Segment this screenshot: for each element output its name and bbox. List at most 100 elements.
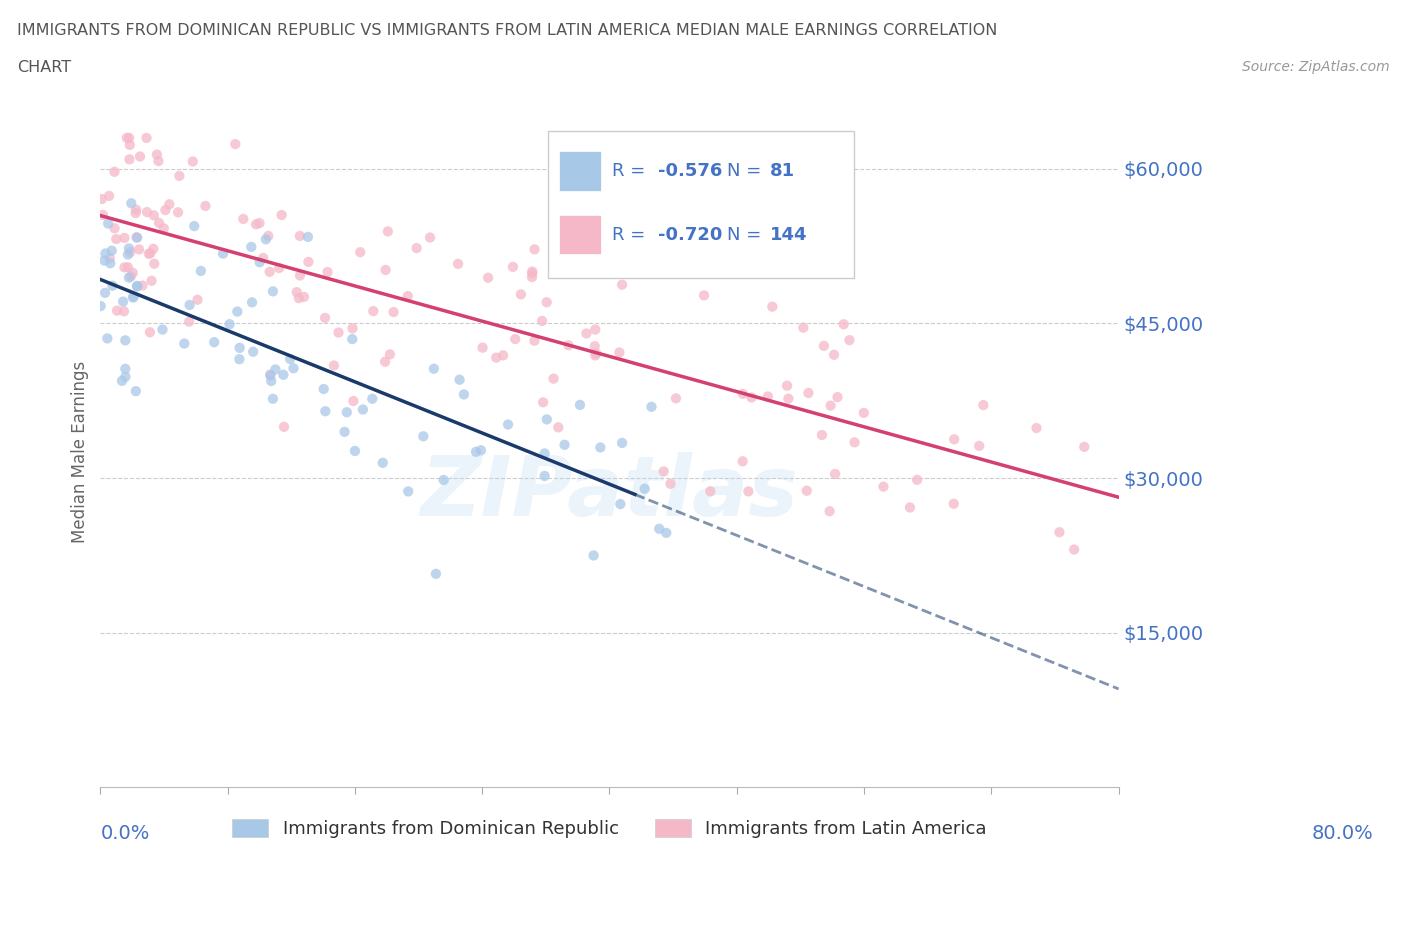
Point [270,207,292,222]
Point [1073,440,1095,455]
Point [522,266,544,281]
Point [943,432,966,446]
Point [852,405,875,420]
Point [152,322,174,337]
Point [623,257,645,272]
Point [98,251,121,266]
Point [405,241,427,256]
Point [288,268,311,283]
Point [212,246,235,261]
Point [118,152,141,166]
Text: -0.720: -0.720 [658,226,723,244]
Point [232,211,254,226]
Point [314,311,336,325]
Point [143,257,166,272]
Point [169,168,191,183]
Point [419,230,441,245]
Point [114,369,136,384]
Point [502,259,524,274]
Point [423,361,446,376]
Point [447,257,470,272]
Point [273,367,295,382]
Point [142,208,165,223]
Point [905,472,928,487]
Point [609,497,631,512]
Point [112,294,135,309]
Point [288,229,311,244]
FancyBboxPatch shape [548,131,853,278]
Point [640,399,662,414]
Point [131,278,153,293]
FancyBboxPatch shape [558,152,602,191]
Point [655,525,678,540]
Point [135,130,157,145]
Point [610,435,633,450]
Point [575,326,598,341]
Point [972,398,994,413]
Legend: Immigrants from Dominican Republic, Immigrants from Latin America: Immigrants from Dominican Republic, Immi… [225,812,994,845]
Point [252,250,274,265]
Point [152,220,174,235]
Point [1049,525,1071,539]
Point [554,437,576,452]
Point [582,548,605,563]
Point [465,445,488,459]
Point [583,339,606,353]
Point [127,279,149,294]
Point [245,217,267,232]
Point [112,304,135,319]
Point [273,419,295,434]
Point [173,336,195,351]
Point [120,196,142,211]
Text: N =: N = [727,162,761,179]
Point [114,260,136,275]
Text: 0.0%: 0.0% [100,824,149,844]
Point [157,197,180,212]
Point [693,288,716,303]
Point [167,205,190,219]
Point [242,344,264,359]
Point [585,346,607,361]
Point [194,198,217,213]
Point [118,241,141,256]
Point [316,265,339,280]
Point [898,500,921,515]
Point [127,231,149,246]
Point [114,362,136,377]
Point [844,435,866,450]
Point [342,321,364,336]
Text: -0.576: -0.576 [658,162,723,179]
Point [872,479,894,494]
Point [128,242,150,257]
Point [583,348,606,363]
Point [731,454,754,469]
Point [509,287,531,302]
Point [257,229,280,244]
Point [105,232,128,246]
Point [371,456,394,471]
Point [425,566,447,581]
Point [118,271,141,286]
Point [731,387,754,402]
Point [148,153,170,168]
Point [125,230,148,245]
Point [262,392,284,406]
Point [117,259,139,274]
Point [792,320,814,335]
Point [121,265,143,280]
Point [523,333,546,348]
Point [90,299,112,313]
Point [827,390,849,405]
Point [259,367,281,382]
Y-axis label: Median Male Earnings: Median Male Earnings [72,361,89,543]
Point [93,253,115,268]
Point [129,149,152,164]
Point [412,429,434,444]
FancyBboxPatch shape [558,215,602,254]
Point [98,256,121,271]
Point [314,404,336,418]
Point [568,397,591,412]
Point [285,285,308,299]
Point [228,340,250,355]
Point [312,381,335,396]
